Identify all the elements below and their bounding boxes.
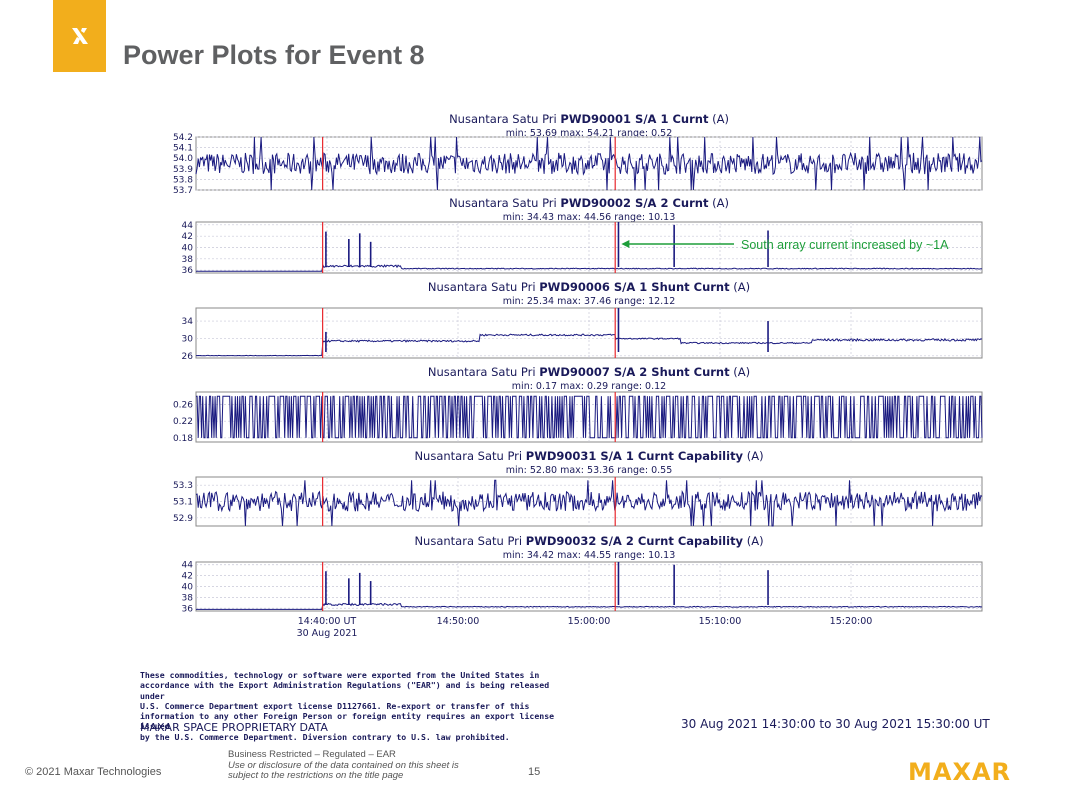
subplot-title: Nusantara Satu Pri PWD90001 S/A 1 Curnt …	[449, 112, 729, 126]
export-notice-line: information to any other Foreign Person …	[140, 711, 555, 732]
series-line	[195, 136, 983, 191]
subplot-stats: min: 52.80 max: 53.36 range: 0.55	[506, 465, 672, 476]
y-tick-label: 0.22	[173, 417, 193, 427]
subplot-title: Nusantara Satu Pri PWD90006 S/A 1 Shunt …	[428, 280, 750, 294]
page-number: 15	[528, 766, 541, 778]
y-tick-label: 44	[182, 561, 194, 571]
subplot-title-prefix: Nusantara Satu Pri	[428, 280, 539, 294]
y-tick-label: 53.7	[173, 186, 193, 196]
y-tick-label: 40	[182, 244, 194, 254]
subplot-title-prefix: Nusantara Satu Pri	[449, 112, 560, 126]
subplot-title-unit: (A)	[708, 196, 729, 210]
x-tick-label: 15:20:00	[830, 616, 873, 627]
subplot-title-prefix: Nusantara Satu Pri	[428, 365, 539, 379]
subplot-stats: min: 34.43 max: 44.56 range: 10.13	[503, 212, 676, 223]
subplot-panel: Nusantara Satu Pri PWD90031 S/A 1 Curnt …	[173, 449, 983, 527]
annotation-arrow-head	[621, 240, 630, 248]
y-tick-label: 38	[182, 255, 194, 265]
export-notice: These commodities, technology or softwar…	[140, 670, 560, 742]
brand-logo: MAXAR	[908, 758, 1012, 786]
subplot-title-id: PWD90006 S/A 1 Shunt Curnt	[539, 280, 730, 294]
subplot-stats: min: 34.42 max: 44.55 range: 10.13	[503, 550, 676, 561]
subplot-title-id: PWD90001 S/A 1 Curnt	[560, 112, 709, 126]
series-line	[196, 602, 983, 610]
restriction-line: Use or disclosure of the data contained …	[228, 759, 459, 771]
x-tick-label: 14:50:00	[437, 616, 480, 627]
footer-copyright: © 2021 Maxar Technologies	[25, 766, 162, 778]
y-tick-label: 36	[182, 604, 194, 614]
subplot-title-unit: (A)	[730, 280, 751, 294]
y-tick-label: 53.8	[173, 175, 193, 185]
subplot-title-id: PWD90032 S/A 2 Curnt Capability	[526, 534, 744, 548]
y-tick-label: 44	[182, 221, 194, 231]
subplot-panel: Nusantara Satu Pri PWD90032 S/A 2 Curnt …	[182, 534, 983, 614]
x-tick-label: 15:10:00	[699, 616, 742, 627]
series-line	[196, 395, 983, 439]
subplot-title-prefix: Nusantara Satu Pri	[414, 449, 525, 463]
subplot-panel: Nusantara Satu Pri PWD90006 S/A 1 Shunt …	[182, 280, 983, 362]
subplot-title-unit: (A)	[730, 365, 751, 379]
y-tick-label: 54.0	[173, 154, 193, 164]
series-line	[196, 333, 983, 357]
x-tick-label: 30 Aug 2021	[297, 628, 358, 639]
export-notice-line: accordance with the Export Administratio…	[140, 680, 550, 701]
restriction-line: subject to the restrictions on the title…	[228, 770, 404, 781]
y-tick-label: 26	[182, 352, 194, 362]
y-tick-label: 0.26	[173, 401, 193, 411]
restriction-title: Business Restricted – Regulated – EAR	[228, 749, 396, 760]
subplot-stats: min: 0.17 max: 0.29 range: 0.12	[512, 381, 666, 392]
y-tick-label: 54.1	[173, 144, 193, 154]
export-notice-line: These commodities, technology or softwar…	[140, 670, 540, 680]
subplot-title: Nusantara Satu Pri PWD90032 S/A 2 Curnt …	[414, 534, 763, 548]
subplot-panel: Nusantara Satu Pri PWD90001 S/A 1 Curnt …	[173, 112, 983, 196]
subplot-panel: Nusantara Satu Pri PWD90007 S/A 2 Shunt …	[173, 365, 983, 444]
subplot-title-unit: (A)	[708, 112, 729, 126]
y-tick-label: 34	[182, 317, 194, 327]
y-tick-label: 36	[182, 266, 194, 276]
y-tick-label: 53.1	[173, 498, 193, 508]
subplot-title-id: PWD90031 S/A 1 Curnt Capability	[526, 449, 744, 463]
series-line	[195, 479, 983, 527]
y-tick-label: 0.18	[173, 434, 193, 444]
y-tick-label: 52.9	[173, 514, 193, 524]
y-tick-label: 42	[182, 572, 193, 582]
annotation-text: South array current increased by ~1A	[741, 238, 949, 252]
subplot-stats: min: 25.34 max: 37.46 range: 12.12	[503, 296, 676, 307]
export-notice-line: U.S. Commerce Department export license …	[140, 700, 530, 711]
subplot-title-id: PWD90007 S/A 2 Shunt Curnt	[539, 365, 730, 379]
subplot-title: Nusantara Satu Pri PWD90002 S/A 2 Curnt …	[449, 196, 729, 210]
company-logo-mark	[53, 0, 106, 72]
y-tick-label: 53.9	[173, 165, 193, 175]
y-tick-label: 53.3	[173, 481, 193, 491]
subplot-title: Nusantara Satu Pri PWD90007 S/A 2 Shunt …	[428, 365, 750, 379]
subplot-title: Nusantara Satu Pri PWD90031 S/A 1 Curnt …	[414, 449, 763, 463]
page-title: Power Plots for Event 8	[123, 40, 425, 70]
subplot-title-unit: (A)	[743, 534, 764, 548]
subplot-title-unit: (A)	[743, 449, 764, 463]
y-tick-label: 42	[182, 232, 193, 242]
maxar-x-icon	[71, 28, 88, 44]
proprietary-label: MAXAR SPACE PROPRIETARY DATA	[140, 721, 328, 734]
export-notice-line: by the U.S. Commerce Department. Diversi…	[140, 731, 510, 742]
subplot-title-prefix: Nusantara Satu Pri	[449, 196, 560, 210]
y-tick-label: 54.2	[173, 133, 193, 143]
subplot-stats: min: 53.69 max: 54.21 range: 0.52	[506, 128, 672, 139]
subplot-title-prefix: Nusantara Satu Pri	[414, 534, 525, 548]
footer-restriction: Business Restricted – Regulated – EAR Us…	[228, 749, 459, 782]
subplot-title-id: PWD90002 S/A 2 Curnt	[560, 196, 709, 210]
x-tick-label: 14:40:00 UT	[298, 616, 357, 627]
series-line	[196, 263, 983, 272]
subplot-panel: Nusantara Satu Pri PWD90002 S/A 2 Curnt …	[182, 196, 983, 276]
y-tick-label: 38	[182, 593, 194, 603]
time-range-label: 30 Aug 2021 14:30:00 to 30 Aug 2021 15:3…	[681, 717, 990, 731]
x-tick-label: 15:00:00	[568, 616, 611, 627]
y-tick-label: 40	[182, 583, 194, 593]
y-tick-label: 30	[182, 334, 194, 344]
